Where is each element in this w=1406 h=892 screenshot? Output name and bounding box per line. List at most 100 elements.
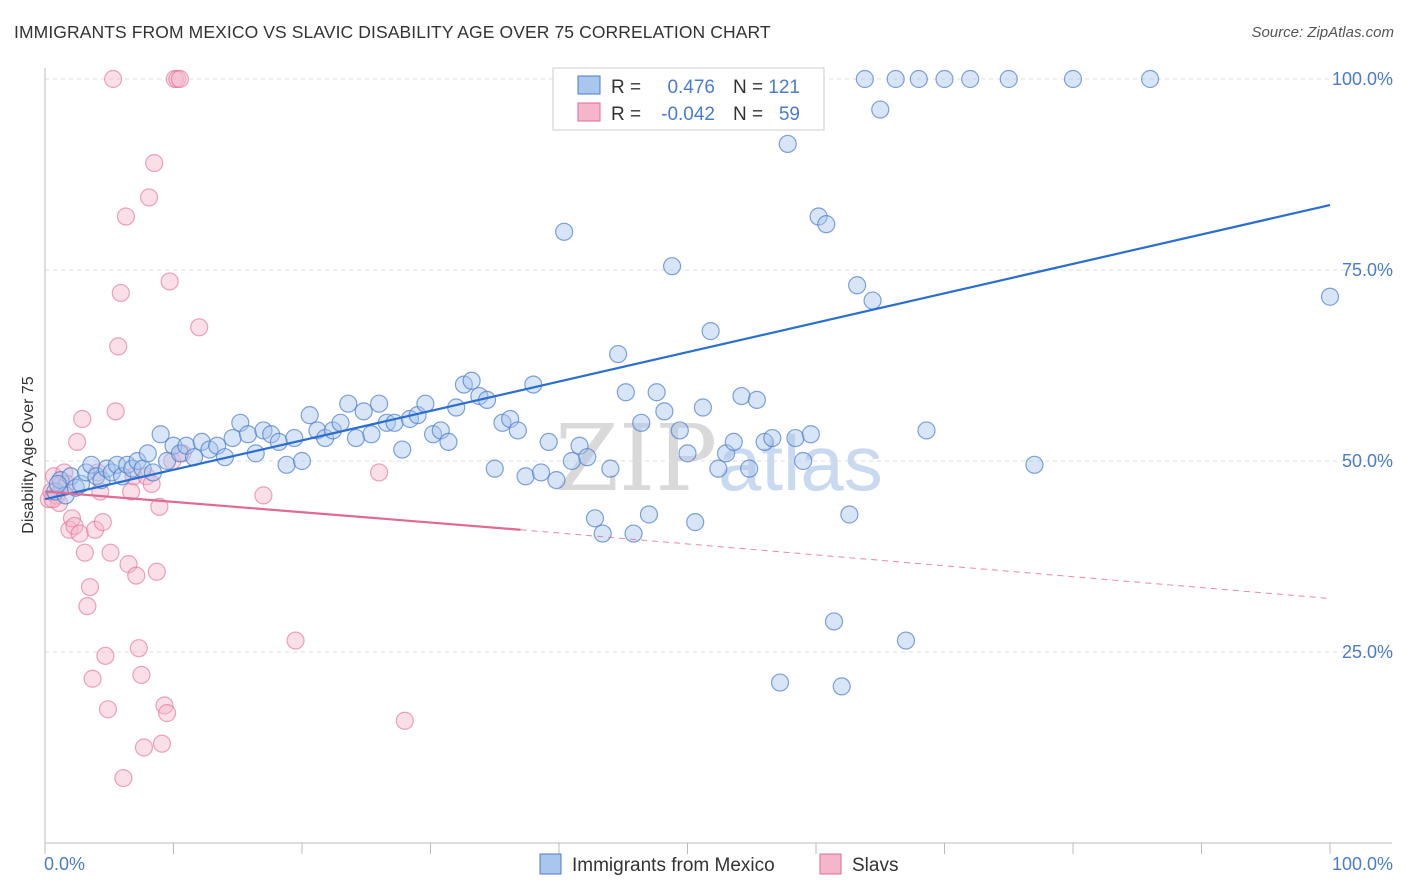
mexico-point-93 <box>709 459 728 478</box>
slavs-point-14 <box>75 543 94 562</box>
mexico-point-48 <box>362 425 381 444</box>
mexico-point-44 <box>331 413 350 432</box>
legend-label-mexico: Immigrants from Mexico <box>572 855 775 876</box>
tick-labels: 25.0% 50.0% 75.0% 100.0% 0.0% 100.0% <box>44 69 1393 874</box>
slavs-point-22 <box>96 646 115 665</box>
slavs-point-51 <box>170 69 190 89</box>
mexico-point-30 <box>223 428 242 448</box>
mexico-point-41 <box>308 421 327 440</box>
mexico-point-107 <box>817 215 836 234</box>
mexico-point-123 <box>1063 69 1083 89</box>
mexico-point-81 <box>616 383 635 402</box>
mexico-point-45 <box>339 394 358 413</box>
mexico-point-23 <box>170 444 190 463</box>
stats-n-label-pink: N = <box>733 104 763 125</box>
y-tick-label-0: 25.0% <box>1342 642 1393 662</box>
y-tick-label-1: 50.0% <box>1342 451 1393 471</box>
y-tick-label-3: 100.0% <box>1332 69 1393 89</box>
mexico-point-125 <box>1320 287 1340 306</box>
stats-n-label-blue: N = <box>733 77 763 98</box>
slavs-point-55 <box>286 631 305 650</box>
slavs-point-46 <box>157 704 177 723</box>
stats-r-value-pink: -0.042 <box>661 104 715 125</box>
mexico-point-74 <box>562 451 581 471</box>
slavs-point-15 <box>78 597 97 616</box>
slavs-point-24 <box>101 543 120 562</box>
mexico-points <box>46 69 1340 696</box>
stats-legend-swatch-pink <box>577 102 601 122</box>
stats-r-label-blue: R = <box>611 77 641 98</box>
mexico-point-47 <box>354 402 373 421</box>
mexico-trend-line <box>44 203 1331 501</box>
mexico-point-116 <box>896 631 916 650</box>
mexico-point-68 <box>516 467 535 486</box>
stats-r-label-pink: R = <box>611 104 641 125</box>
mexico-point-35 <box>262 425 281 444</box>
slavs-points <box>39 69 414 788</box>
mexico-point-105 <box>801 425 820 444</box>
mexico-point-72 <box>547 471 566 490</box>
mexico-point-117 <box>909 69 928 89</box>
chart-source: Source: ZipAtlas.com <box>1251 24 1394 41</box>
stats-legend: R = 0.476 N = 121 R = -0.042 N = 59 <box>552 67 825 131</box>
mexico-point-58 <box>439 432 458 451</box>
slavs-trend-line-extrapolated <box>520 529 1331 600</box>
mexico-point-79 <box>601 459 620 478</box>
mexico-point-124 <box>1140 69 1160 89</box>
mexico-point-86 <box>655 402 674 421</box>
mexico-point-7 <box>82 455 101 474</box>
mexico-point-90 <box>686 513 705 532</box>
slavs-point-16 <box>80 577 100 597</box>
mexico-point-106 <box>809 207 828 226</box>
mexico-point-49 <box>370 394 389 413</box>
slavs-point-41 <box>145 153 164 173</box>
mexico-point-73 <box>555 222 574 241</box>
x-tick-label-1: 100.0% <box>1332 854 1393 874</box>
stats-legend-swatch-blue <box>577 75 601 95</box>
slavs-point-36 <box>132 665 151 685</box>
stats-r-value-blue: 0.476 <box>667 77 715 98</box>
watermark-atlas: atlas <box>718 419 883 507</box>
mexico-point-5 <box>71 474 91 494</box>
mexico-point-96 <box>732 386 751 406</box>
mexico-point-26 <box>192 432 211 451</box>
mexico-point-84 <box>639 505 659 524</box>
axes <box>44 68 1392 854</box>
mexico-point-89 <box>678 444 697 463</box>
slavs-point-12 <box>70 524 89 543</box>
mexico-point-119 <box>935 69 954 89</box>
mexico-point-115 <box>886 69 905 89</box>
mexico-point-69 <box>524 375 543 394</box>
mexico-point-71 <box>539 432 558 451</box>
mexico-point-114 <box>871 100 890 119</box>
mexico-point-104 <box>794 451 813 471</box>
stats-n-value-blue: 121 <box>768 77 800 98</box>
slavs-point-30 <box>116 207 136 226</box>
slavs-point-11 <box>68 432 87 451</box>
mexico-point-12 <box>107 455 127 474</box>
slavs-point-42 <box>147 562 166 581</box>
slavs-point-43 <box>150 497 169 516</box>
slavs-point-29 <box>114 768 133 788</box>
mexico-point-100 <box>763 428 782 448</box>
legend-swatch-mexico <box>539 853 562 875</box>
slavs-point-35 <box>129 639 148 658</box>
slavs-point-18 <box>86 520 105 539</box>
mexico-point-32 <box>238 425 258 444</box>
chart-title: IMMIGRANTS FROM MEXICO VS SLAVIC DISABIL… <box>14 22 771 42</box>
mexico-point-64 <box>485 459 504 478</box>
mexico-point-112 <box>855 69 874 89</box>
slavs-point-44 <box>152 734 172 753</box>
mexico-point-37 <box>277 455 296 474</box>
slavs-point-47 <box>160 272 179 291</box>
mexico-point-118 <box>917 421 936 440</box>
slavs-point-57 <box>395 711 414 730</box>
slavs-point-34 <box>127 566 146 585</box>
slavs-point-39 <box>139 188 159 207</box>
mexico-point-18 <box>138 444 157 463</box>
slavs-point-28 <box>111 283 130 303</box>
mexico-point-91 <box>693 398 713 417</box>
mexico-point-87 <box>662 257 682 276</box>
mexico-point-111 <box>848 276 867 295</box>
